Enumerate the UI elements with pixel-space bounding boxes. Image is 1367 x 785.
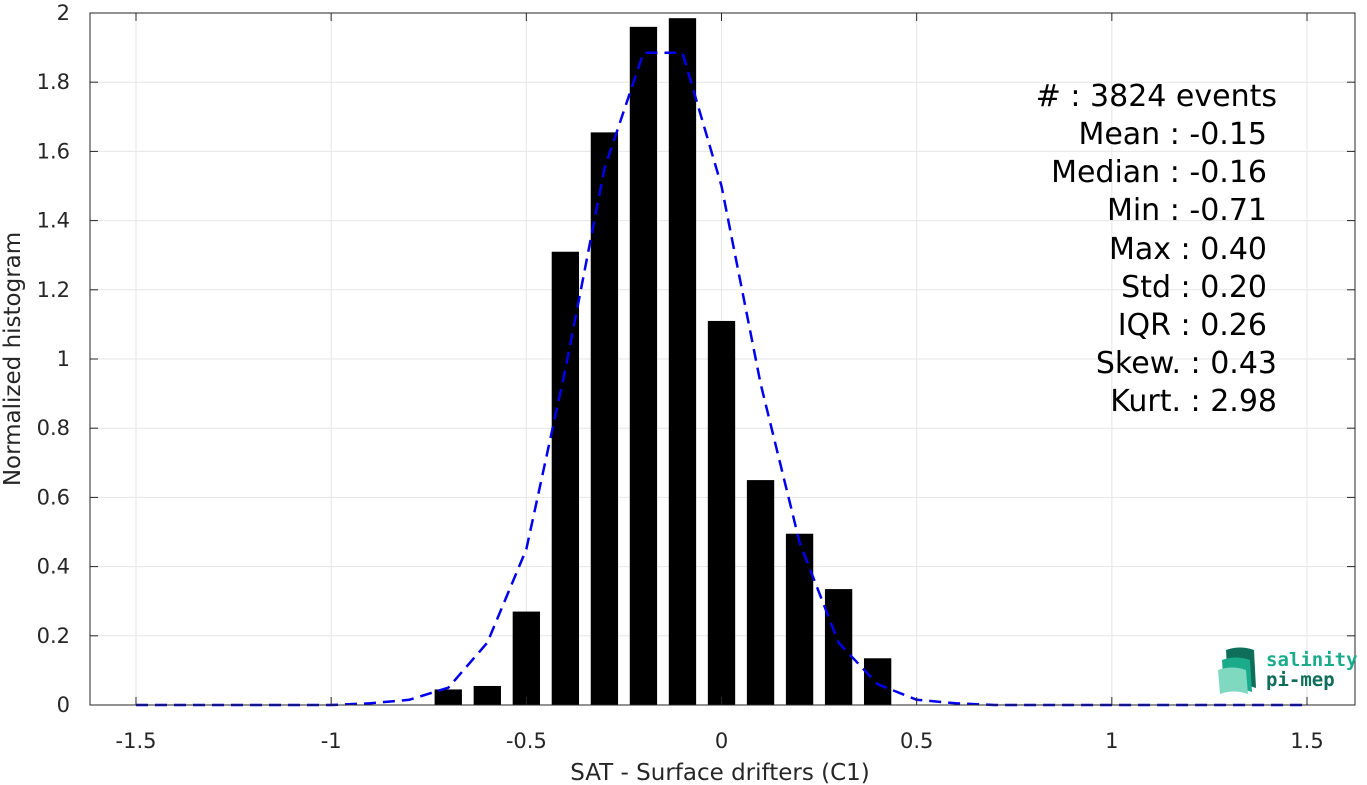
y-tick-label: 1.4 bbox=[37, 209, 70, 233]
histogram-bar bbox=[746, 480, 775, 705]
x-tick-label: 0 bbox=[715, 729, 728, 753]
histogram-bar bbox=[824, 589, 853, 705]
logo-line1: salinity bbox=[1266, 649, 1358, 671]
x-tick-label: 0.5 bbox=[900, 729, 933, 753]
y-tick-label: 0.8 bbox=[37, 416, 70, 440]
x-tick-label: -1.5 bbox=[116, 729, 157, 753]
axes-frame bbox=[89, 12, 1356, 706]
salinity-pimep-logo: salinity pi-mep bbox=[1218, 647, 1358, 694]
stat-median: Median : -0.16 bbox=[1051, 155, 1267, 190]
y-tick-label: 1.6 bbox=[37, 139, 70, 163]
stats-box: # : 3824 events Mean : -0.15 Median : -0… bbox=[1036, 79, 1277, 419]
histogram-bar bbox=[707, 320, 736, 705]
y-axis-title: Normalized histogram bbox=[0, 232, 26, 486]
histogram-bar bbox=[512, 611, 540, 705]
stat-count: # : 3824 events bbox=[1036, 79, 1277, 114]
histogram-bar bbox=[863, 658, 892, 705]
x-axis-title: SAT - Surface drifters (C1) bbox=[570, 760, 870, 785]
x-tick-labels: -1.5 -1 -0.5 0 0.5 1 1.5 bbox=[116, 729, 1324, 753]
stat-iqr: IQR : 0.26 bbox=[1118, 308, 1267, 343]
x-tick-label: -1 bbox=[321, 729, 342, 753]
histogram-bar bbox=[668, 18, 697, 705]
stat-std: Std : 0.20 bbox=[1121, 270, 1267, 305]
histogram-bar bbox=[629, 26, 658, 705]
y-tick-label: 2 bbox=[57, 1, 70, 25]
x-tick-label: 1 bbox=[1105, 729, 1118, 753]
y-tick-label: 0.4 bbox=[37, 555, 70, 579]
y-tick-labels: 0 0.2 0.4 0.6 0.8 1 1.2 1.4 1.6 1.8 2 bbox=[37, 1, 70, 717]
histogram-bar bbox=[434, 689, 462, 705]
y-tick-label: 0 bbox=[57, 693, 70, 717]
histogram-bars bbox=[434, 18, 892, 706]
stat-min: Min : -0.71 bbox=[1107, 193, 1267, 228]
y-tick-label: 1.2 bbox=[37, 278, 70, 302]
y-tick-label: 0.6 bbox=[37, 485, 70, 509]
y-tick-label: 1.8 bbox=[37, 70, 70, 94]
histogram-bar bbox=[785, 533, 814, 705]
stat-skew: Skew. : 0.43 bbox=[1096, 346, 1277, 381]
histogram-bar bbox=[551, 251, 580, 706]
wave-icon bbox=[1218, 647, 1256, 694]
y-tick-label: 0.2 bbox=[37, 624, 70, 648]
stat-max: Max : 0.40 bbox=[1109, 232, 1267, 267]
stat-mean: Mean : -0.15 bbox=[1078, 117, 1267, 152]
x-tick-label: 1.5 bbox=[1290, 729, 1323, 753]
stat-kurt: Kurt. : 2.98 bbox=[1110, 384, 1277, 419]
histogram-bar bbox=[473, 685, 501, 705]
logo-line2: pi-mep bbox=[1266, 669, 1335, 691]
x-tick-label: -0.5 bbox=[506, 729, 547, 753]
y-tick-label: 1 bbox=[57, 347, 70, 371]
histogram-bar bbox=[590, 132, 619, 705]
